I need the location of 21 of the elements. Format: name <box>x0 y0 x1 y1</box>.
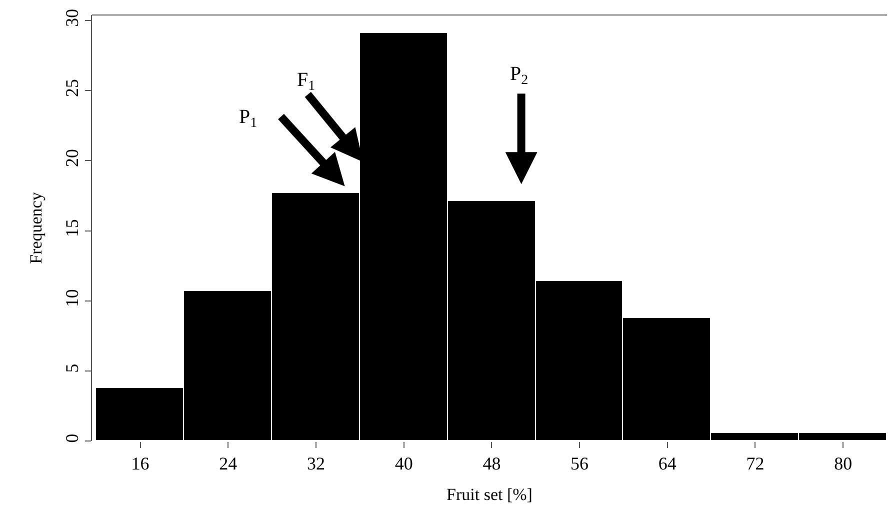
annotation: P$_{1}$ <box>239 106 258 132</box>
x-tick-label: 56 <box>570 454 589 474</box>
x-tick-label: 72 <box>746 454 764 474</box>
y-tick-label: 20 <box>62 149 82 168</box>
x-tick-label: 16 <box>131 454 150 474</box>
annotation: P$_{2}$ <box>510 63 528 88</box>
annotation: F$_{1}$ <box>297 69 316 94</box>
y-tick-label: 15 <box>62 219 82 238</box>
y-tick-label: 25 <box>62 78 82 97</box>
x-tick-label: 80 <box>834 454 852 474</box>
x-tick-label: 48 <box>482 454 501 474</box>
y-tick-label: 10 <box>62 289 82 308</box>
x-tick-label: 24 <box>219 454 238 474</box>
x-tick-label: 64 <box>658 454 676 474</box>
x-tick-label: 40 <box>394 454 413 474</box>
y-tick-label: 0 <box>62 434 82 443</box>
y-axis-title: Frequency <box>26 192 46 264</box>
x-tick-label: 32 <box>307 454 326 474</box>
x-axis-title: Fruit set [%] <box>446 485 532 504</box>
y-tick-label: 5 <box>62 364 82 373</box>
y-tick-label: 30 <box>62 8 82 27</box>
